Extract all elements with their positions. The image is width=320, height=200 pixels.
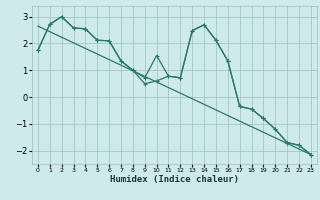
X-axis label: Humidex (Indice chaleur): Humidex (Indice chaleur)	[110, 175, 239, 184]
